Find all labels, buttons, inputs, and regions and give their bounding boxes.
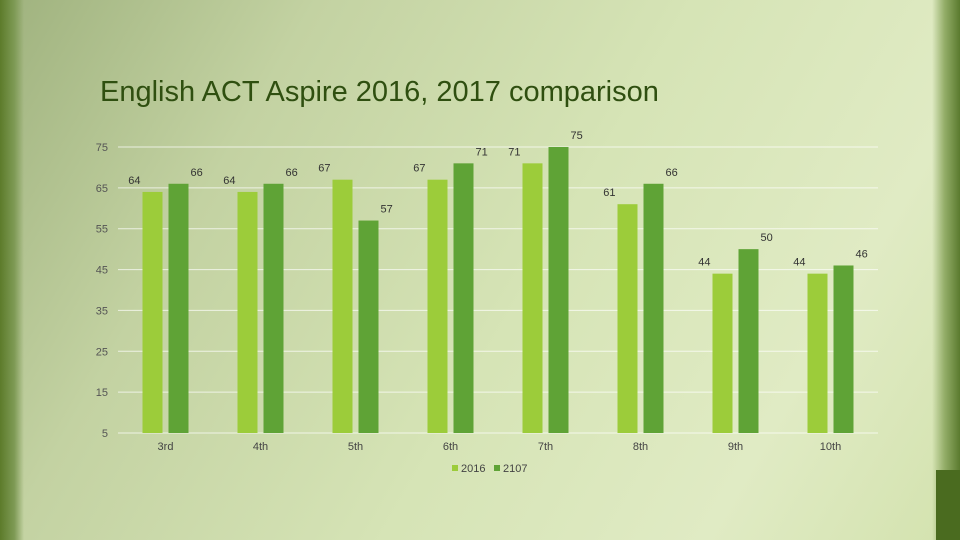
y-tick-label: 45: [96, 265, 108, 277]
bar-2107-10th: [833, 265, 854, 433]
x-category-label: 4th: [253, 441, 268, 453]
x-axis-categories: 3rd 4th 5th 6th 7th 8th 9th 10th: [158, 441, 842, 453]
data-label: 71: [476, 146, 488, 158]
y-tick-label: 15: [96, 387, 108, 399]
bar-2107-7th: [548, 147, 569, 433]
x-category-label: 9th: [728, 441, 743, 453]
bar-2016-5th: [332, 179, 353, 433]
data-label: 64: [223, 175, 235, 187]
x-category-label: 3rd: [158, 441, 174, 453]
data-label: 57: [381, 204, 393, 216]
slide-right-border: [932, 0, 960, 540]
slide-title: English ACT Aspire 2016, 2017 comparison: [100, 76, 659, 108]
chart-gridlines: [118, 146, 878, 434]
data-label: 50: [761, 232, 773, 244]
bar-2016-4th: [237, 191, 258, 433]
y-axis-ticks: 5 15 25 35 45 55 65 75: [96, 142, 108, 440]
y-tick-label: 25: [96, 346, 108, 358]
bar-2016-8th: [617, 204, 638, 433]
data-label: 66: [191, 167, 203, 179]
x-category-label: 10th: [820, 441, 841, 453]
bar-2016-9th: [712, 273, 733, 433]
bar-2107-9th: [738, 249, 759, 433]
x-category-label: 6th: [443, 441, 458, 453]
legend-label: 2016: [461, 463, 485, 475]
data-label: 66: [666, 167, 678, 179]
bar-2016-6th: [427, 179, 448, 433]
bar-2107-3rd: [168, 183, 189, 433]
x-category-label: 7th: [538, 441, 553, 453]
bar-2107-4th: [263, 183, 284, 433]
data-label: 61: [603, 187, 615, 199]
x-category-label: 5th: [348, 441, 363, 453]
y-tick-label: 5: [102, 428, 108, 440]
bar-2016-3rd: [142, 191, 163, 433]
data-label: 75: [571, 130, 583, 142]
bar-2107-8th: [643, 183, 664, 433]
legend-swatch-2016: [452, 465, 458, 471]
data-label: 67: [318, 163, 330, 175]
bar-2107-6th: [453, 163, 474, 434]
data-label: 44: [698, 257, 710, 269]
data-label: 44: [793, 257, 805, 269]
chart-bars: [142, 147, 854, 434]
y-tick-label: 65: [96, 183, 108, 195]
data-label: 64: [128, 175, 140, 187]
data-label: 71: [508, 146, 520, 158]
data-label: 46: [856, 248, 868, 260]
bar-2016-7th: [522, 163, 543, 434]
y-tick-label: 75: [96, 142, 108, 154]
data-label: 67: [413, 163, 425, 175]
slide-corner-block: [936, 470, 960, 540]
data-labels: 64 66 64 66 67 57 67 71 71 75 61 66 44 50 44 46: [128, 130, 868, 269]
y-tick-label: 35: [96, 305, 108, 317]
data-label: 66: [286, 167, 298, 179]
bar-2016-10th: [807, 273, 828, 433]
slide-left-border: [0, 0, 24, 540]
legend-swatch-2107: [494, 465, 500, 471]
y-tick-label: 55: [96, 224, 108, 236]
x-category-label: 8th: [633, 441, 648, 453]
legend-label: 2107: [503, 463, 527, 475]
bar-2107-5th: [358, 220, 379, 433]
chart-legend: 2016 2107: [452, 463, 527, 475]
